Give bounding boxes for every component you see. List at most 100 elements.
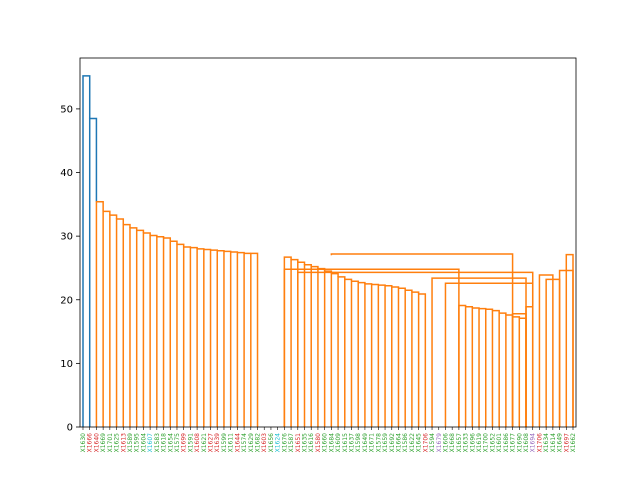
leaf-label: X1654 [167,433,174,453]
leaf-label: X1619 [476,433,483,453]
low-link-3 [471,307,480,427]
leaf-label: X1574 [241,433,248,453]
leaf-label: X1591 [187,433,194,453]
leaf-label: X1599 [221,433,228,453]
leaf-label: X1669 [100,433,107,453]
leaf-label: X1587 [288,433,295,453]
cluster-link-5 [122,223,131,427]
low-link-9 [511,316,521,427]
x-axis: X1630 X1666 X1640 X1669 X1701 X1625 X1613 X1589… [80,427,577,452]
low-link-5 [484,308,494,427]
cluster-link-14 [182,246,192,427]
low-link-10 [518,317,527,427]
leaf-label: X1575 [174,433,181,453]
leaf-label: X1630 [80,433,87,453]
leaf-label: X1645 [416,433,423,453]
low-link-1 [458,304,467,427]
leaf-label: X1677 [510,433,517,453]
leaf-label: X1598 [355,433,362,453]
y-tick-label: 50 [60,104,73,115]
cluster-link-23 [243,252,251,427]
mid-link-16 [384,285,393,427]
y-tick-label: 30 [60,232,73,243]
mid-link-10 [344,278,353,427]
cluster-link-9 [149,234,158,427]
plot-frame [79,57,577,428]
leaf-label: X1580 [315,433,322,453]
leaf-label: X1651 [295,433,302,453]
cluster-link-13 [176,243,185,427]
leaf-label: X1668 [449,433,456,453]
leaf-label: X1652 [489,433,496,453]
leaf-label: X1608 [194,433,201,453]
leaf-label: X1604 [140,433,147,453]
cluster-link-16 [196,248,205,427]
leaf-label: X1595 [134,433,141,453]
mid-link-18 [397,287,406,427]
cluster-link-4 [115,218,125,427]
leaf-label: X1613 [120,433,127,453]
leaf-label: X1662 [570,433,577,453]
cluster-link-20 [223,250,232,427]
mid-link-12 [357,281,366,427]
leaf-label: X1609 [335,433,342,453]
leaf-label: X1607 [147,433,154,453]
leaf-label: X1634 [543,433,550,453]
leaf-label: X1639 [214,433,221,453]
cluster-link-17 [203,248,212,427]
leaf-label: X1692 [389,433,396,453]
cluster-link-3 [109,214,118,427]
leaf-label: X1706 [422,433,429,453]
branch-link-2 [283,268,460,427]
leaf-label: X1657 [456,433,463,453]
leaf-label: X1637 [348,433,355,453]
leaf-label: X1679 [436,433,443,453]
leaf-label: X1649 [362,433,369,453]
y-tick-label: 40 [60,168,73,179]
cluster-link-12 [169,240,178,427]
right-link-6 [511,313,527,427]
leaf-label: X1696 [469,433,476,453]
leaf-label: X1706 [536,433,543,453]
mid-link-8 [330,272,339,427]
mid-link-11 [350,280,359,427]
cluster-link-21 [229,251,239,427]
leaf-label: X1635 [302,433,309,453]
cluster-link-22 [236,251,245,427]
dendrogram-links [82,75,574,427]
leaf-label: X1616 [308,433,315,453]
leaf-label: X1611 [228,433,235,453]
leaf-label: X1684 [328,433,335,453]
leaf-label: X1640 [93,433,100,453]
leaf-label: X1622 [409,433,416,453]
leaf-label: X1618 [161,433,168,453]
leaf-label: X1629 [248,433,255,453]
leaf-label: X1586 [402,433,409,453]
leaf-label: X1578 [375,433,382,453]
leaf-label: X1614 [550,433,557,453]
leaf-label: X1671 [369,433,376,453]
cluster-link-10 [156,236,165,427]
leaf-label: X1664 [395,433,402,453]
leaf-label: X1697 [563,433,570,453]
mid-link-17 [391,286,400,427]
mid-link-14 [370,283,380,427]
leaf-label: X1615 [342,433,349,453]
leaf-label: X1627 [208,433,215,453]
cluster-link-19 [216,250,225,427]
leaf-label: X1649 [557,433,564,453]
leaf-label: X1644 [234,433,241,453]
y-axis: 0 10 20 30 40 50 [60,104,80,434]
low-link-6 [491,309,500,427]
y-tick-label: 0 [67,423,73,434]
mid-link-9 [337,276,346,427]
leaf-label: X1625 [114,433,121,453]
leaf-label: X1624 [275,433,282,453]
right-link-5 [525,306,534,427]
leaf-label: X1686 [503,433,510,453]
leaf-label: X1676 [281,433,288,453]
leaf-label: X1700 [483,433,490,453]
mid-link-21 [417,293,427,427]
branch-link-3 [297,271,534,427]
